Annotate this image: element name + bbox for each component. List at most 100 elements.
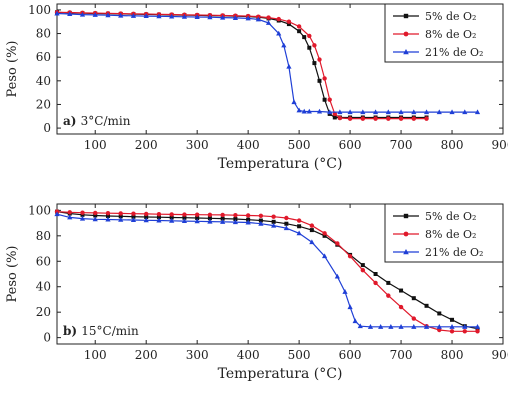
data-point <box>373 116 378 121</box>
data-point <box>462 324 468 329</box>
x-axis-label: Temperatura (°C) <box>218 156 343 172</box>
series-1 <box>54 10 429 121</box>
legend: 5% de O₂ 8% de O₂ 21% de O₂ <box>384 203 504 263</box>
panel-a: 100 200 300 400 500 600 700 800 900 0 20 40 60 80 100 T… <box>5 3 508 172</box>
data-point <box>462 109 468 115</box>
data-point <box>220 212 225 218</box>
x-tick-label: 800 <box>441 348 464 362</box>
data-point <box>284 215 289 221</box>
data-point <box>317 78 322 83</box>
plot-frame <box>56 203 504 345</box>
data-point <box>105 213 110 218</box>
data-point <box>316 108 323 114</box>
data-point <box>388 324 394 329</box>
data-point <box>245 15 251 21</box>
data-point <box>474 324 481 329</box>
data-point <box>322 233 327 238</box>
data-point <box>105 210 111 216</box>
data-point <box>131 211 136 216</box>
data-point <box>80 210 85 215</box>
data-point <box>322 231 327 236</box>
data-point <box>332 111 337 117</box>
data-point <box>291 99 297 105</box>
data-point <box>181 13 188 19</box>
x-tick-label: 700 <box>390 348 413 362</box>
data-point <box>284 221 289 226</box>
data-point <box>258 220 264 226</box>
data-point <box>347 109 353 115</box>
y-tick-label: 20 <box>36 305 51 319</box>
heating-rate: 3°C/min <box>81 114 131 128</box>
data-point <box>334 273 340 279</box>
data-point <box>296 230 302 236</box>
x-tick-label: 200 <box>135 348 158 362</box>
data-point <box>450 317 455 322</box>
y-tick-label: 60 <box>36 50 51 64</box>
x-tick-label: 500 <box>288 138 311 152</box>
data-point <box>309 223 315 228</box>
data-point <box>347 116 353 121</box>
data-point <box>475 329 480 334</box>
data-point <box>258 213 264 219</box>
data-point <box>398 304 404 310</box>
data-point <box>437 311 442 316</box>
data-point <box>245 213 251 218</box>
data-point <box>156 215 161 220</box>
data-point <box>347 304 353 310</box>
data-point <box>233 217 238 222</box>
data-point <box>220 216 225 221</box>
y-tick-label: 60 <box>36 254 51 268</box>
legend-entry: 21% de O₂ <box>425 46 483 59</box>
data-point <box>347 253 353 259</box>
data-point <box>130 217 137 223</box>
data-point <box>286 19 292 24</box>
panel-letter: b) <box>63 324 81 338</box>
data-point <box>399 288 404 293</box>
panel-annotation: b) 15°C/min <box>63 324 139 338</box>
y-tick-label: 100 <box>28 203 51 217</box>
data-point <box>283 225 289 231</box>
data-point <box>143 13 149 19</box>
data-point <box>67 11 73 17</box>
data-point <box>156 211 162 217</box>
data-point <box>297 29 302 34</box>
data-point <box>271 222 277 228</box>
data-point <box>474 109 481 115</box>
data-point <box>207 212 213 218</box>
data-point <box>424 116 429 121</box>
x-tick-label: 800 <box>441 138 464 152</box>
data-point <box>233 213 238 218</box>
legend-marker <box>403 231 409 237</box>
data-point <box>105 216 111 222</box>
data-point <box>195 216 200 220</box>
data-point <box>156 217 162 223</box>
data-point <box>220 14 226 20</box>
data-point <box>271 219 276 224</box>
data-point <box>360 109 366 115</box>
data-point <box>169 215 174 220</box>
data-point <box>105 12 111 18</box>
data-point <box>131 214 136 219</box>
data-point <box>118 214 123 219</box>
data-point <box>265 20 272 25</box>
legend-marker <box>403 49 409 55</box>
data-point <box>296 107 302 113</box>
y-tick-label: 0 <box>43 121 51 135</box>
data-point <box>398 109 404 115</box>
data-point <box>144 211 149 217</box>
x-tick-label: 300 <box>186 138 209 152</box>
legend-marker <box>403 213 409 219</box>
data-point <box>322 76 327 81</box>
data-point <box>266 15 271 20</box>
data-point <box>398 116 404 121</box>
data-point <box>436 109 442 115</box>
legend-entry: 5% de O₂ <box>425 10 476 23</box>
data-point <box>92 12 98 17</box>
data-point <box>360 267 366 273</box>
data-point <box>79 215 86 221</box>
legend-entry: 5% de O₂ <box>425 210 476 223</box>
data-point <box>182 212 187 217</box>
legend-marker <box>403 13 409 19</box>
legend-entry: 8% de O₂ <box>425 28 476 41</box>
